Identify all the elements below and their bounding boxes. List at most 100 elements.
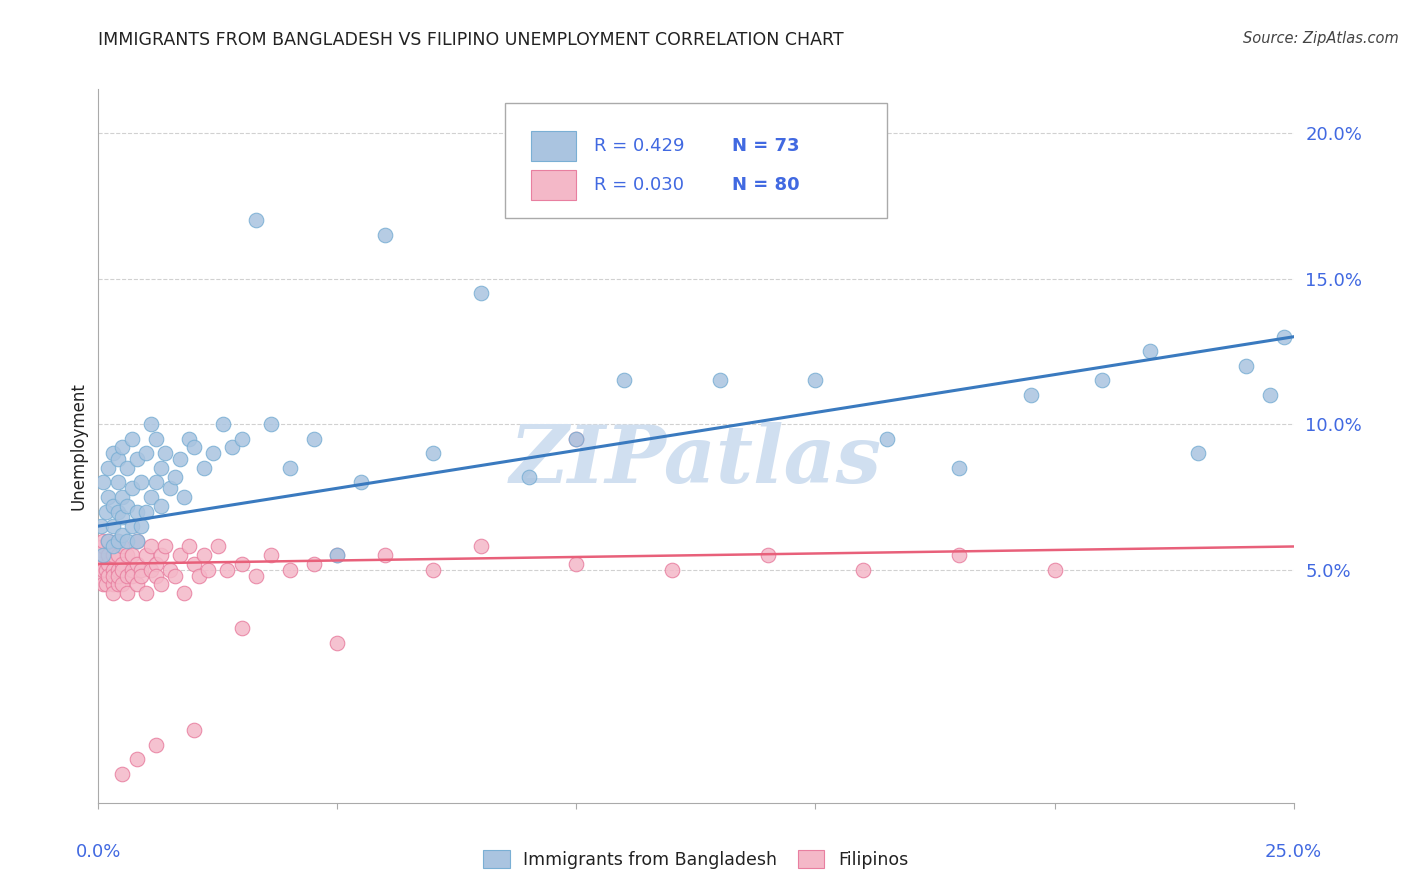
FancyBboxPatch shape bbox=[531, 169, 576, 200]
Point bbox=[125, 533, 148, 548]
Point bbox=[202, 446, 225, 460]
Point bbox=[155, 446, 177, 460]
Point bbox=[231, 557, 253, 571]
Point bbox=[115, 533, 138, 548]
Point bbox=[302, 557, 325, 571]
Point bbox=[97, 548, 120, 562]
Point bbox=[125, 533, 148, 548]
Text: 0.0%: 0.0% bbox=[76, 843, 121, 861]
Point bbox=[163, 469, 186, 483]
Point bbox=[94, 563, 117, 577]
Point bbox=[97, 533, 120, 548]
Point bbox=[131, 563, 153, 577]
Point bbox=[111, 490, 134, 504]
Point bbox=[149, 548, 172, 562]
Point bbox=[125, 504, 148, 518]
Point bbox=[139, 490, 162, 504]
Point bbox=[159, 563, 181, 577]
Point bbox=[101, 568, 124, 582]
Point bbox=[125, 452, 148, 467]
Point bbox=[1258, 388, 1281, 402]
Point bbox=[231, 432, 253, 446]
Point bbox=[159, 481, 181, 495]
Point bbox=[107, 577, 129, 591]
Point bbox=[111, 540, 134, 554]
Point bbox=[111, 510, 134, 524]
Point bbox=[259, 548, 281, 562]
Point bbox=[111, 563, 134, 577]
Point bbox=[111, 528, 134, 542]
Point bbox=[149, 460, 172, 475]
Point bbox=[278, 563, 301, 577]
Point bbox=[422, 446, 444, 460]
Point bbox=[90, 519, 112, 533]
Point bbox=[245, 213, 267, 227]
Point bbox=[91, 548, 114, 562]
Point bbox=[135, 504, 157, 518]
Text: R = 0.429: R = 0.429 bbox=[595, 137, 685, 155]
Point bbox=[115, 568, 138, 582]
Point bbox=[115, 499, 138, 513]
Point bbox=[107, 533, 129, 548]
Point bbox=[107, 548, 129, 562]
Text: N = 73: N = 73 bbox=[733, 137, 800, 155]
Point bbox=[709, 374, 731, 388]
Point bbox=[115, 586, 138, 600]
Point bbox=[97, 460, 120, 475]
Point bbox=[101, 446, 124, 460]
Point bbox=[1043, 563, 1066, 577]
Point bbox=[101, 577, 124, 591]
Point bbox=[470, 286, 492, 301]
Point bbox=[131, 568, 153, 582]
Point bbox=[231, 621, 253, 635]
Point bbox=[259, 417, 281, 432]
Point bbox=[422, 563, 444, 577]
Point bbox=[197, 563, 219, 577]
Point bbox=[107, 504, 129, 518]
Point bbox=[91, 540, 114, 554]
Point bbox=[91, 533, 114, 548]
Point bbox=[107, 452, 129, 467]
Point bbox=[125, 752, 148, 766]
Point bbox=[193, 548, 215, 562]
Point bbox=[139, 417, 162, 432]
Point bbox=[221, 441, 243, 455]
Point bbox=[565, 432, 588, 446]
Point bbox=[876, 432, 898, 446]
Point bbox=[217, 563, 239, 577]
Point bbox=[756, 548, 779, 562]
Point bbox=[94, 504, 117, 518]
Point bbox=[207, 540, 229, 554]
Point bbox=[326, 548, 349, 562]
Point bbox=[101, 563, 124, 577]
FancyBboxPatch shape bbox=[505, 103, 887, 218]
Point bbox=[302, 432, 325, 446]
Point bbox=[155, 540, 177, 554]
Point bbox=[135, 548, 157, 562]
Point bbox=[97, 490, 120, 504]
Point bbox=[169, 452, 191, 467]
Point bbox=[145, 475, 167, 490]
Point bbox=[97, 557, 120, 571]
Legend: Immigrants from Bangladesh, Filipinos: Immigrants from Bangladesh, Filipinos bbox=[477, 844, 915, 876]
Point bbox=[211, 417, 233, 432]
Point bbox=[948, 548, 970, 562]
Point bbox=[193, 460, 215, 475]
Point bbox=[91, 577, 114, 591]
Point bbox=[1139, 344, 1161, 359]
Point bbox=[121, 568, 143, 582]
Point bbox=[115, 548, 138, 562]
Point bbox=[107, 568, 129, 582]
Point bbox=[94, 577, 117, 591]
Point bbox=[183, 441, 205, 455]
Point bbox=[613, 374, 636, 388]
Text: 25.0%: 25.0% bbox=[1265, 843, 1322, 861]
Point bbox=[173, 490, 195, 504]
Point bbox=[125, 577, 148, 591]
Point bbox=[91, 548, 114, 562]
Point bbox=[183, 723, 205, 737]
Point bbox=[111, 557, 134, 571]
Point bbox=[326, 548, 349, 562]
Point bbox=[107, 533, 129, 548]
Text: Source: ZipAtlas.com: Source: ZipAtlas.com bbox=[1243, 31, 1399, 46]
